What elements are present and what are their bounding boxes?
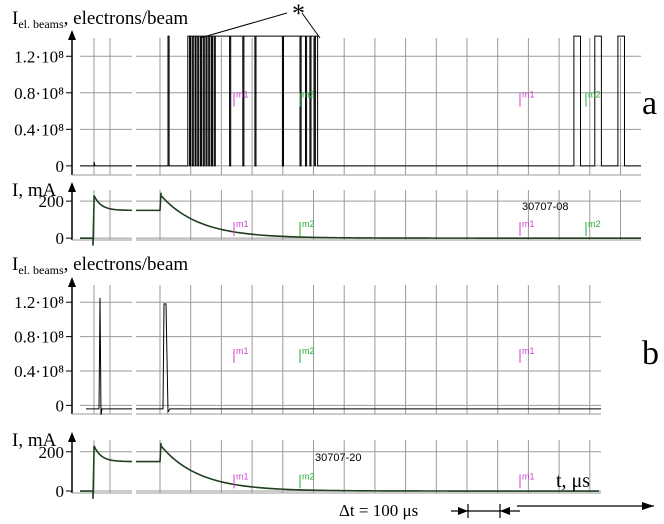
panel-a-shot-id: 30707-08 — [522, 201, 569, 213]
panel-b-current-trace — [80, 442, 599, 499]
panel-label-a: a — [642, 85, 657, 122]
ytick-label: 0 — [56, 482, 65, 501]
panel-a-beam-trace — [80, 35, 641, 167]
panel-a-beam-yticks: 1.2·10⁸ 0.8·10⁸ 0.4·10⁸ 0 — [14, 47, 72, 176]
ytick-label: 0.8·10⁸ — [14, 328, 64, 347]
marker-label-1: m2 — [302, 219, 315, 229]
marker-label-2: m1 — [522, 90, 535, 100]
marker-label-2: m1 — [522, 471, 535, 481]
y-axis-arrow — [68, 182, 76, 192]
panel-a-ylabel: Iel. beams, electrons/beam — [12, 8, 188, 31]
asterisk-line-left — [199, 12, 288, 39]
ytick-label: 0 — [56, 396, 65, 415]
panel-a-beam-grid — [68, 30, 641, 176]
marker-label-1: m2 — [302, 90, 315, 100]
marker-label-0: m1 — [236, 219, 249, 229]
time-axis-label: t, μs — [556, 470, 590, 492]
panel-a-beam-markers: m1 m2 m1 m2 — [233, 90, 601, 107]
ytick-label: 0 — [56, 157, 65, 176]
scale-bar-arrow-right — [458, 507, 468, 515]
ytick-label: 0.8·10⁸ — [14, 84, 64, 103]
panel-b-beam-markers: m1 m2 m1 — [233, 346, 535, 363]
panel-b-beam-grid — [68, 277, 601, 415]
ytick-label: 1.2·10⁸ — [14, 293, 64, 312]
time-axis-arrowhead — [642, 502, 654, 510]
panel-a-current-markers: m1 m2 m1 m2 — [233, 219, 601, 236]
panel-a-current-ylabel: I, mA — [12, 180, 57, 201]
ytick-label: 200 — [39, 192, 65, 211]
ytick-label: 0.4·10⁸ — [14, 362, 64, 381]
marker-label-1: m2 — [302, 471, 315, 481]
asterisk-line-right — [301, 12, 321, 39]
panel-b-current-markers: m1 m2 m1 — [233, 471, 535, 489]
ytick-label: 1.2·10⁸ — [14, 47, 64, 66]
ytick-label: 200 — [39, 443, 65, 462]
marker-label-2: m1 — [522, 219, 535, 229]
panel-b-shot-id: 30707-20 — [315, 452, 362, 464]
marker-label-0: m1 — [236, 90, 249, 100]
scale-bar-arrow-left — [500, 507, 510, 515]
marker-label-0: m1 — [236, 346, 249, 356]
y-axis-arrow — [68, 432, 76, 442]
y-axis-arrow — [68, 30, 76, 40]
panel-b-ylabel: Iel. beams, electrons/beam — [12, 254, 188, 277]
panel-b-beam-yticks: 1.2·10⁸ 0.8·10⁸ 0.4·10⁸ 0 — [14, 293, 72, 415]
ytick-label: 0.4·10⁸ — [14, 120, 64, 139]
panel-b-current-ylabel: I, mA — [12, 430, 57, 451]
marker-label-3: m2 — [588, 90, 601, 100]
marker-label-0: m1 — [236, 471, 249, 481]
marker-label-2: m1 — [522, 346, 535, 356]
panel-b-beam-trace — [86, 297, 601, 415]
ytick-label: 0 — [56, 229, 65, 248]
marker-label-1: m2 — [302, 346, 315, 356]
marker-label-3: m2 — [588, 219, 601, 229]
asterisk-annotation: * — [292, 0, 305, 28]
scale-bar-label: Δt = 100 μs — [339, 501, 418, 520]
y-axis-arrow — [68, 277, 76, 287]
panel-label-b: b — [642, 335, 659, 372]
